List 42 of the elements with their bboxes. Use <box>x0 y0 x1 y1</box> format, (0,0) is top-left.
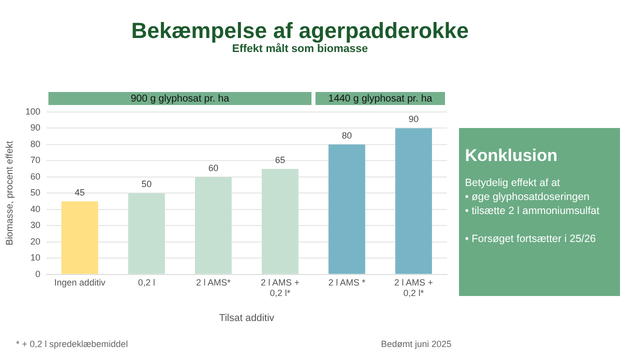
y-tick-label: 10 <box>30 252 40 263</box>
bar <box>395 128 432 274</box>
chart-subtitle: Effekt målt som biomasse <box>231 43 369 55</box>
x-tick-label: 2 l AMS + 0,2 l* <box>260 277 300 298</box>
y-tick-label: 60 <box>30 171 40 182</box>
text: • øge glyphosatdoseringen <box>465 190 591 204</box>
data-label: 65 <box>275 154 286 165</box>
bar <box>61 201 98 274</box>
y-tick-label: 20 <box>30 236 40 246</box>
text: * + 0,2 l spredeklæbemiddel <box>16 339 128 349</box>
text: • tilsætte 2 l ammoniumsulfat <box>465 204 600 218</box>
y-tick-label: 50 <box>30 188 40 198</box>
text: 900 g glyphosat pr. ha <box>130 93 230 104</box>
bar <box>262 168 298 274</box>
data-label: 50 <box>142 179 152 190</box>
x-axis-title: Tilsat additiv <box>219 312 274 324</box>
text: Bedømt juni 2025 <box>381 339 452 349</box>
x-tick-label: 0,2 l <box>138 277 156 288</box>
chart-title: Bekæmpelse af agerpadderokke <box>130 18 470 43</box>
x-tick-label: 2 l AMS + 0,2 l* <box>394 277 434 298</box>
x-tick-label: Ingen additiv <box>54 277 106 288</box>
y-axis-title: Biomasse, procent effekt <box>4 140 16 246</box>
y-tick-label: 100 <box>25 106 40 116</box>
data-label: 60 <box>208 162 218 173</box>
bar <box>194 176 232 274</box>
y-tick-label: 30 <box>30 220 40 230</box>
bar <box>128 193 165 274</box>
data-label: 90 <box>408 114 419 124</box>
x-tick-label: 2 l AMS * <box>328 277 366 288</box>
bar <box>328 144 366 274</box>
text: 1440 g glyphosat pr. ha <box>328 93 433 104</box>
y-tick-label: 90 <box>30 122 40 133</box>
y-tick-label: 40 <box>30 204 40 214</box>
data-label: 80 <box>342 130 352 140</box>
text: Konklusion <box>465 146 559 166</box>
data-label: 45 <box>74 187 85 198</box>
y-tick-label: 70 <box>30 155 40 166</box>
x-tick-label: 2 l AMS* <box>196 277 232 288</box>
y-tick-label: 0 <box>35 268 40 279</box>
text: Betydelig effekt af at <box>465 176 561 190</box>
y-tick-label: 80 <box>30 138 40 149</box>
text: • Forsøget fortsætter i 25/26 <box>465 232 597 246</box>
